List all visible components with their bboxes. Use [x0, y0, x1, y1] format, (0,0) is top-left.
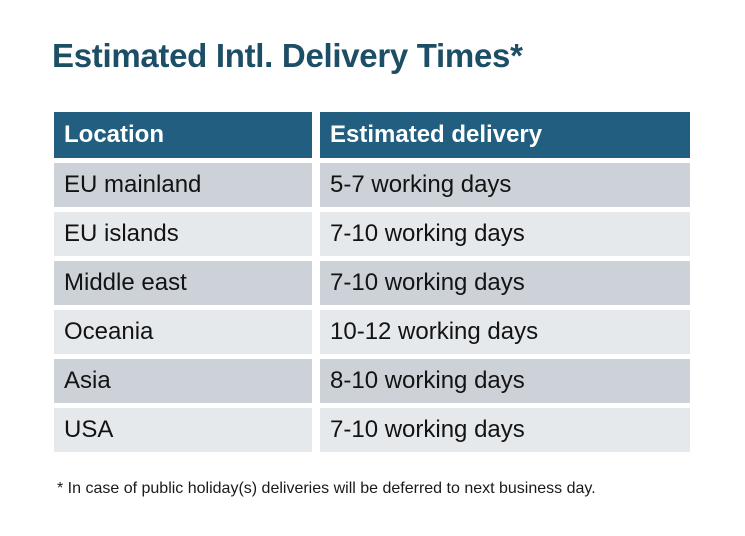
cell-location-asia: Asia — [54, 359, 312, 403]
delivery-times-table: Location Estimated delivery EU mainland … — [54, 112, 690, 452]
cell-delivery-middle-east: 7-10 working days — [320, 261, 690, 305]
page-title: Estimated Intl. Delivery Times* — [52, 37, 523, 74]
cell-location-eu-mainland: EU mainland — [54, 163, 312, 207]
cell-delivery-oceania: 10-12 working days — [320, 310, 690, 354]
footnote: * In case of public holiday(s) deliverie… — [57, 480, 596, 497]
cell-delivery-usa: 7-10 working days — [320, 408, 690, 452]
cell-location-usa: USA — [54, 408, 312, 452]
cell-delivery-eu-islands: 7-10 working days — [320, 212, 690, 256]
cell-delivery-eu-mainland: 5-7 working days — [320, 163, 690, 207]
column-header-location: Location — [54, 112, 312, 158]
cell-delivery-asia: 8-10 working days — [320, 359, 690, 403]
column-header-estimated-delivery: Estimated delivery — [320, 112, 690, 158]
cell-location-middle-east: Middle east — [54, 261, 312, 305]
cell-location-oceania: Oceania — [54, 310, 312, 354]
cell-location-eu-islands: EU islands — [54, 212, 312, 256]
